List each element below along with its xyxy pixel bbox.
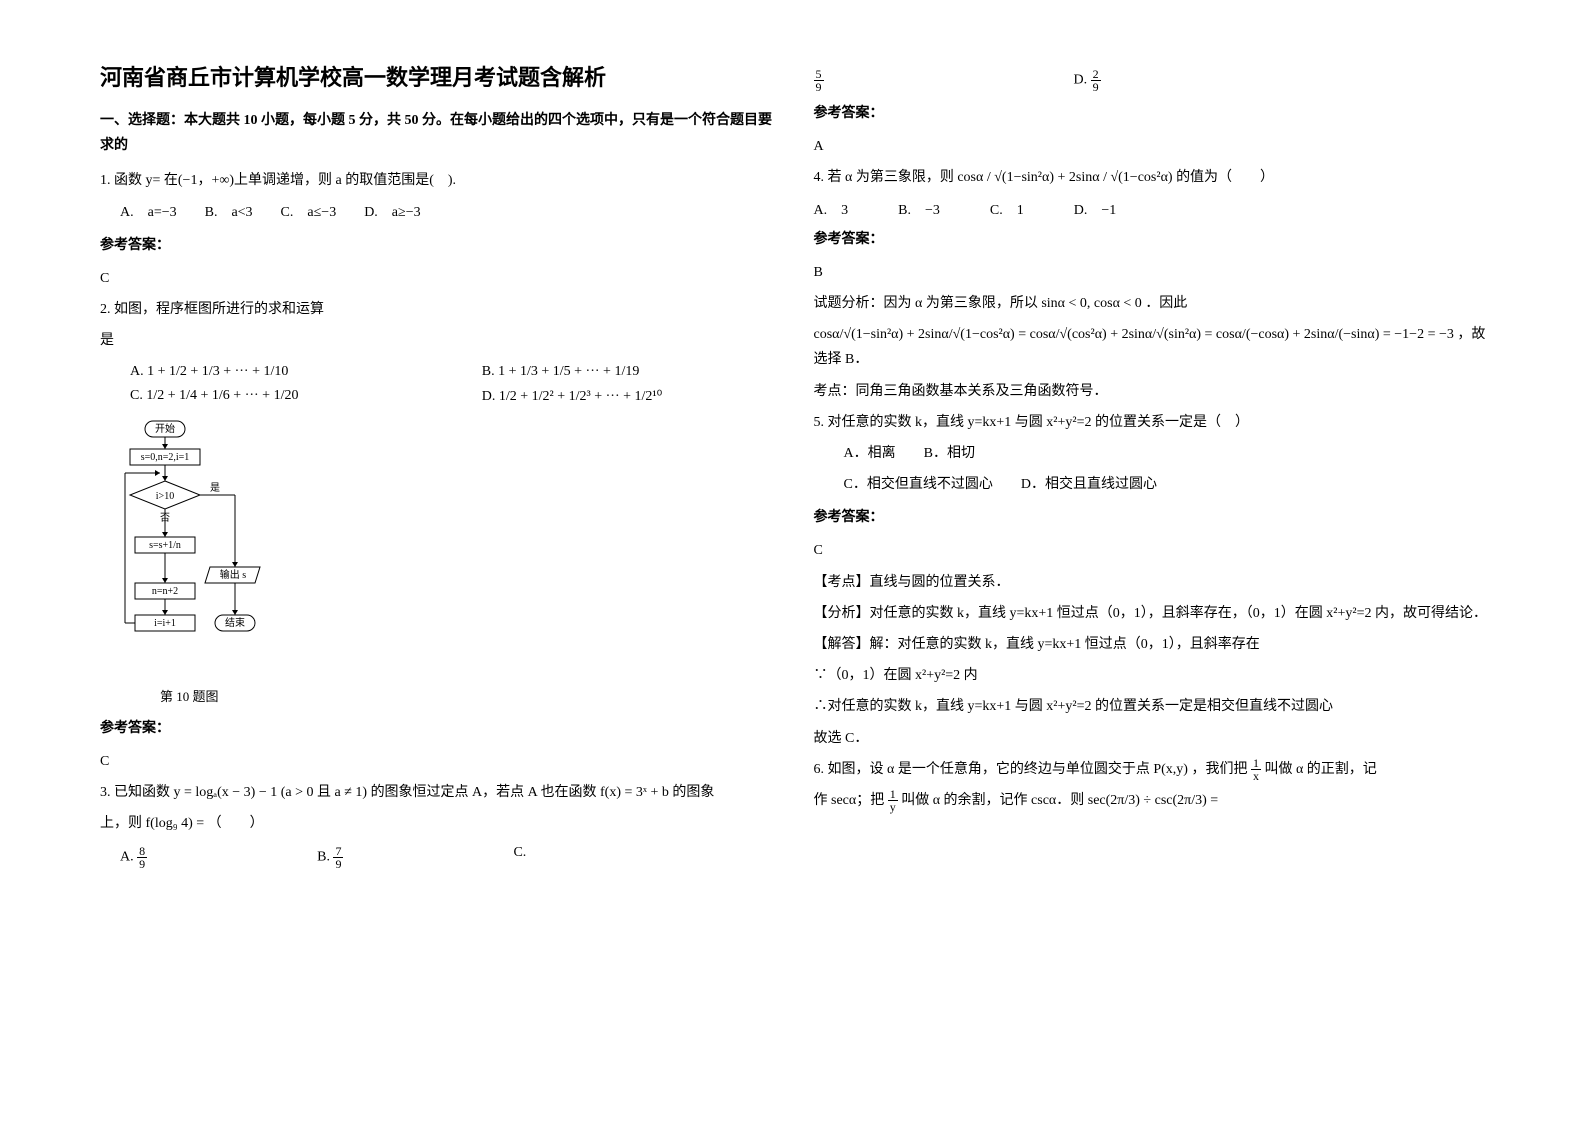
left-column: 河南省商丘市计算机学校高一数学理月考试题含解析 一、选择题：本大题共 10 小题… [100, 60, 774, 1062]
q6-frac1-den: x [1251, 770, 1261, 782]
q2-options: A. 1 + 1/2 + 1/3 + ··· + 1/10 B. 1 + 1/3… [130, 364, 774, 405]
q3-optA-den: 9 [137, 858, 147, 870]
q3-stem-line2: 上，则 f(log₉ 4) = （ ） [100, 811, 774, 836]
q5-stem: 5. 对任意的实数 k，直线 y=kx+1 与圆 x²+y²=2 的位置关系一定… [814, 410, 1488, 435]
q5-proof-2: ∵（0，1）在圆 x²+y²=2 内 [814, 663, 1488, 688]
q5-analysis: 【分析】对任意的实数 k，直线 y=kx+1 恒过点（0，1），且斜率存在，（0… [814, 601, 1488, 626]
q2-answer: C [100, 749, 774, 774]
q6-text-f: 作 secα；把 [814, 793, 888, 808]
q4-anal1-c: ．因此 [1145, 296, 1187, 311]
q4-answer-label: 参考答案： [814, 227, 1488, 252]
q3-formula-3: f(log₉ 4) = [146, 816, 205, 831]
q4-optA: A. 3 [814, 199, 849, 219]
q4-text-a: 4. 若 α 为第三象限，则 [814, 170, 958, 185]
q5-opts-line1: A．相离 B．相切 [844, 441, 1488, 466]
q2-optA: 1 + 1/2 + 1/3 + ··· + 1/10 [147, 364, 288, 379]
page-title: 河南省商丘市计算机学校高一数学理月考试题含解析 [100, 60, 774, 92]
right-column: 59 D. 29 参考答案： A 4. 若 α 为第三象限，则 cosα / √… [814, 60, 1488, 1062]
flow-cond: i>10 [156, 491, 174, 502]
q5-answer: C [814, 538, 1488, 563]
q6-text-a: 6. 如图，设 α 是一个任意角，它的终边与单位圆交于点 [814, 762, 1154, 777]
q5-proof-4: 故选 C． [814, 726, 1488, 751]
q3-optB-num: 7 [333, 845, 343, 858]
q3-optB-label: B. [317, 849, 330, 864]
q3-text-h: （ ） [208, 816, 264, 831]
q5-proof-1: 【解答】解：对任意的实数 k，直线 y=kx+1 恒过点（0，1），且斜率存在 [814, 632, 1488, 657]
q4-analysis-3: 考点：同角三角函数基本关系及三角函数符号． [814, 379, 1488, 404]
q5-proof-3: ∴对任意的实数 k，直线 y=kx+1 与圆 x²+y²=2 的位置关系一定是相… [814, 694, 1488, 719]
q3-optA-num: 8 [137, 845, 147, 858]
flow-output: 输出 s [220, 568, 246, 581]
q3-stem-line1: 3. 已知函数 y = logₐ(x − 3) − 1 (a > 0 且 a ≠… [100, 780, 774, 805]
q5-answer-label: 参考答案： [814, 505, 1488, 530]
q6-stem-line2: 作 secα；把 1y 叫做 α 的余割，记作 cscα．则 sec(2π/3)… [814, 788, 1488, 813]
q2-stem-1: 2. 如图，程序框图所进行的求和运算 [100, 297, 774, 322]
flow-init: s=0,n=2,i=1 [141, 452, 190, 463]
q4-stem: 4. 若 α 为第三象限，则 cosα / √(1−sin²α) + 2sinα… [814, 165, 1488, 190]
q3-options-row1: A. 89 B. 79 C. [120, 845, 774, 870]
q3-options-row2: 59 D. 29 [814, 68, 1488, 93]
q6-text-j: = [1210, 793, 1218, 808]
q5-point: 【考点】直线与圆的位置关系． [814, 570, 1488, 595]
q5-opts-line2: C．相交但直线不过圆心 D．相交且直线过圆心 [844, 472, 1488, 497]
q2-optD: 1/2 + 1/2² + 1/2³ + ··· + 1/2¹⁰ [499, 389, 662, 404]
q3-optC-label: C. [513, 845, 526, 860]
q2-optB-label: B. [482, 364, 495, 379]
flowchart-diagram: 开始 s=0,n=2,i=1 i>10 是 否 s=s+1/n [120, 419, 774, 679]
q4-analysis-1: 试题分析：因为 α 为第三象限，所以 sinα < 0, cosα < 0 ．因… [814, 291, 1488, 316]
q3-optC-den: 9 [814, 81, 824, 93]
q2-optA-label: A. [130, 364, 144, 379]
q3-answer: A [814, 134, 1488, 159]
flow-inc1: n=n+2 [152, 586, 178, 597]
q6-stem-line1: 6. 如图，设 α 是一个任意角，它的终边与单位圆交于点 P(x,y) ，我们把… [814, 757, 1488, 782]
flow-inc2: i=i+1 [154, 618, 176, 629]
q4-optC: C. 1 [990, 199, 1024, 219]
section-heading: 一、选择题：本大题共 10 小题，每小题 5 分，共 50 分。在每小题给出的四… [100, 108, 774, 158]
q4-optD: D. −1 [1074, 199, 1117, 219]
q1-answer: C [100, 266, 774, 291]
q1-options: A. a=−3 B. a<3 C. a≤−3 D. a≥−3 [120, 200, 774, 225]
q3-text-c: 的图象恒过定点 A，若点 A 也在函数 [371, 785, 600, 800]
q3-optB-den: 9 [333, 858, 343, 870]
q3-optA-label: A. [120, 849, 134, 864]
q2-optC-label: C. [130, 388, 143, 403]
q2-stem-2: 是 [100, 328, 774, 353]
q6-point-P: P(x,y) [1153, 762, 1188, 777]
q1-stem: 1. 函数 y= 在(−1，+∞)上单调递增，则 a 的取值范围是( ). [100, 168, 774, 193]
q4-analysis-2: cosα/√(1−sin²α) + 2sinα/√(1−cos²α) = cos… [814, 322, 1488, 372]
q4-optB: B. −3 [898, 199, 940, 219]
q4-formula: cosα / √(1−sin²α) + 2sinα / √(1−cos²α) [957, 170, 1172, 185]
q3-optD-label: D. [1074, 73, 1088, 88]
q2-optD-label: D. [482, 389, 496, 404]
flow-yes-label: 是 [210, 482, 220, 494]
q4-anal2-formula: cosα/√(1−sin²α) + 2sinα/√(1−cos²α) = cos… [814, 327, 1454, 342]
q4-options: A. 3 B. −3 C. 1 D. −1 [814, 199, 1488, 219]
q2-optC: 1/2 + 1/4 + 1/6 + ··· + 1/20 [146, 388, 298, 403]
q3-text-f: 上，则 [100, 816, 146, 831]
q4-anal1-b: sinα < 0, cosα < 0 [1041, 296, 1141, 311]
flow-start: 开始 [155, 422, 175, 435]
q2-answer-label: 参考答案： [100, 716, 774, 741]
q3-optD-den: 9 [1091, 81, 1101, 93]
q3-answer-label: 参考答案： [814, 101, 1488, 126]
q6-formula: sec(2π/3) ÷ csc(2π/3) [1088, 793, 1207, 808]
q3-formula-2: f(x) = 3ˣ + b [600, 785, 669, 800]
q6-frac2-den: y [888, 801, 898, 813]
flowchart-caption: 第 10 题图 [160, 685, 774, 708]
q6-text-e: 叫做 α 的正割，记 [1264, 762, 1376, 777]
flow-body: s=s+1/n [149, 540, 181, 551]
q6-text-h: 叫做 α 的余割，记作 cscα．则 [901, 793, 1088, 808]
q1-answer-label: 参考答案： [100, 233, 774, 258]
flow-end: 结束 [225, 616, 245, 629]
q6-text-c: ，我们把 [1191, 762, 1251, 777]
q3-text-a: 3. 已知函数 [100, 785, 170, 800]
q3-text-e: 的图象 [672, 785, 714, 800]
q4-anal1-a: 试题分析：因为 α 为第三象限，所以 [814, 296, 1042, 311]
q4-text-c: 的值为（ ） [1176, 170, 1274, 185]
q3-formula-1: y = logₐ(x − 3) − 1 (a > 0 且 a ≠ 1) [174, 785, 368, 800]
q2-optB: 1 + 1/3 + 1/5 + ··· + 1/19 [498, 364, 639, 379]
q4-answer: B [814, 260, 1488, 285]
